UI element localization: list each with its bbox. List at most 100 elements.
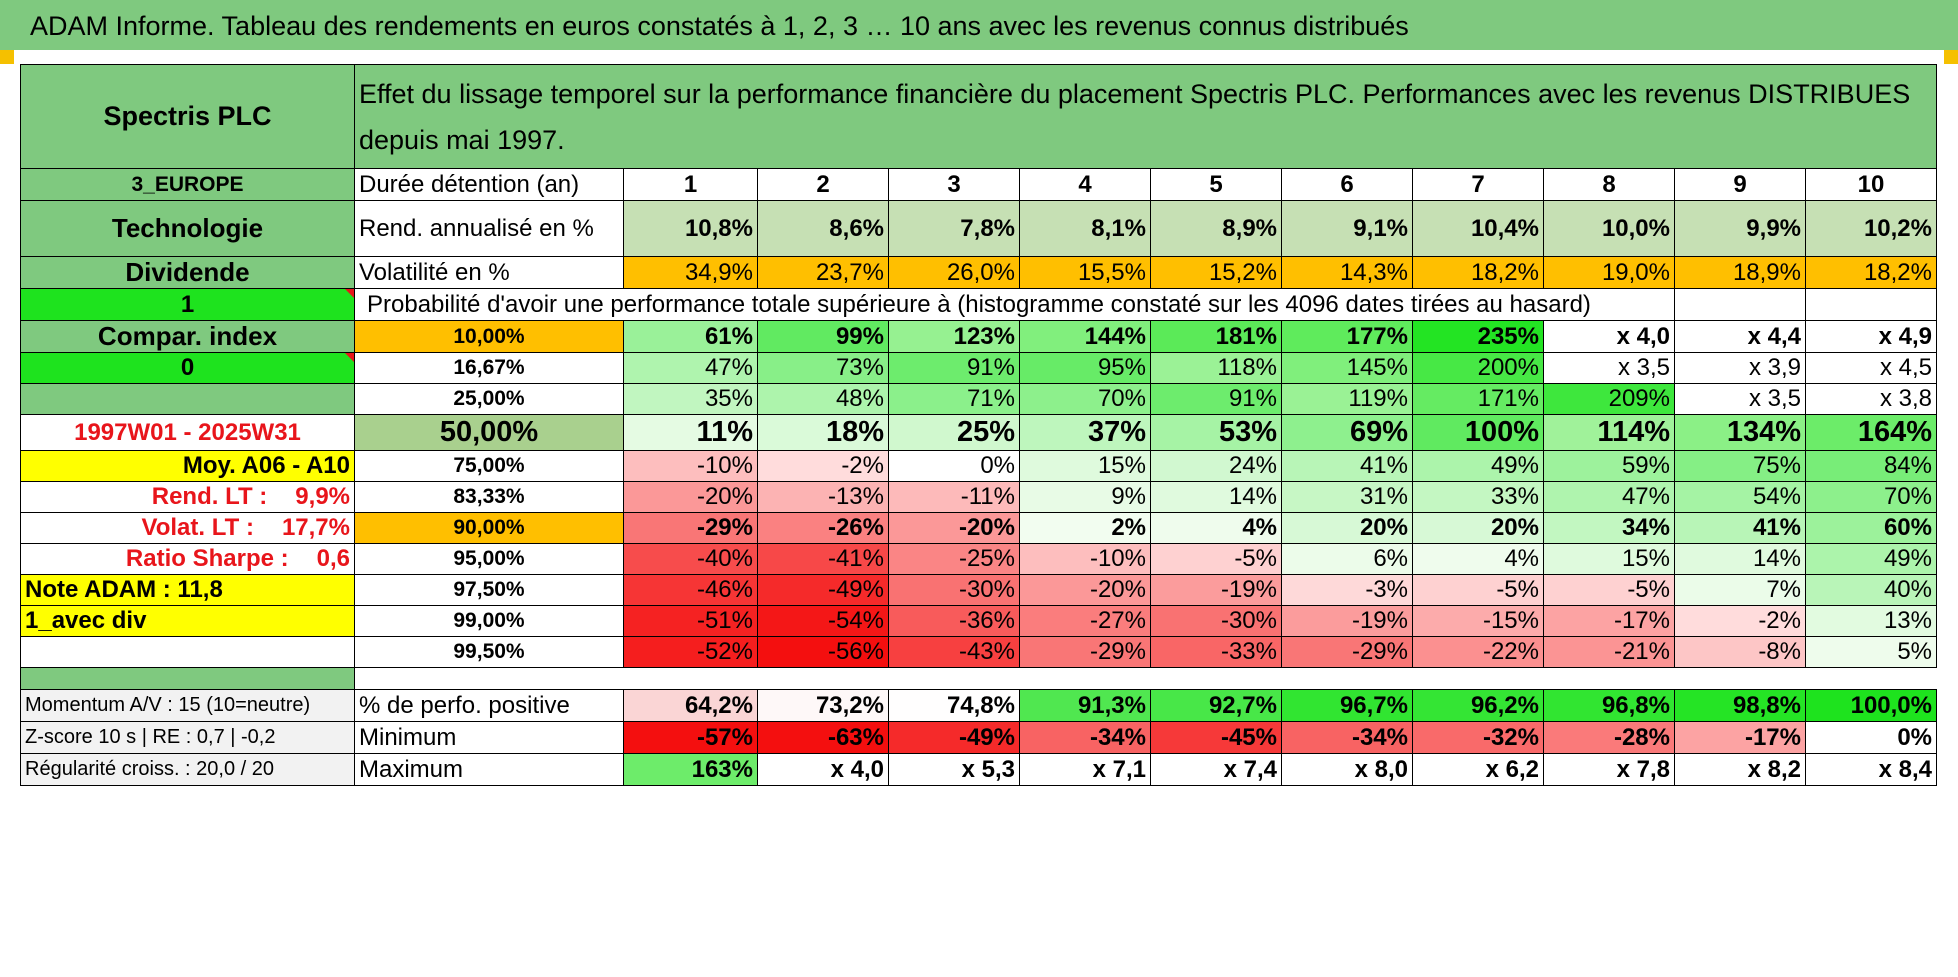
probability-value: x 4,4 bbox=[1674, 320, 1806, 353]
duration-header: 4 bbox=[1019, 168, 1151, 201]
probability-value: 69% bbox=[1281, 414, 1413, 451]
probability-value: 41% bbox=[1674, 512, 1806, 544]
probability-value: -5% bbox=[1543, 574, 1675, 606]
probability-value: 70% bbox=[1805, 481, 1937, 513]
probability-row: Note ADAM : 11,8 97,50% -46% -49% -30% -20% -1… bbox=[20, 574, 1937, 606]
sharpe-ratio: Ratio Sharpe : 0,6 bbox=[20, 543, 355, 575]
probability-value: -56% bbox=[757, 636, 889, 668]
probability-value: -2% bbox=[1674, 605, 1806, 637]
probability-value: -46% bbox=[623, 574, 758, 606]
probability-value: 20% bbox=[1412, 512, 1544, 544]
vol-value: 23,7% bbox=[757, 256, 889, 289]
footer-value: x 7,8 bbox=[1543, 753, 1675, 786]
volat-lt-label: Volat. LT : bbox=[141, 514, 254, 541]
probability-threshold: 99,50% bbox=[354, 636, 624, 668]
vol-value: 18,2% bbox=[1412, 256, 1544, 289]
probability-row: Volat. LT :17,7% 90,00% -29% -26% -20% 2% 4% 20… bbox=[20, 512, 1937, 544]
probability-value: 34% bbox=[1543, 512, 1675, 544]
probability-value: 144% bbox=[1019, 320, 1151, 353]
probability-value: 73% bbox=[757, 352, 889, 384]
footer-row-label: Minimum bbox=[354, 721, 624, 754]
probability-value: -8% bbox=[1674, 636, 1806, 668]
spacer-row bbox=[20, 667, 1937, 690]
probability-value: 4% bbox=[1412, 543, 1544, 575]
probability-threshold: 16,67% bbox=[354, 352, 624, 384]
rend-value: 10,4% bbox=[1412, 200, 1544, 257]
probability-value: 15% bbox=[1543, 543, 1675, 575]
probability-value: x 4,5 bbox=[1805, 352, 1937, 384]
probability-row: 25,00% 35% 48% 71% 70% 91% 119% 171% 209% x 3,5 x … bbox=[20, 383, 1937, 415]
probability-row: 1_avec div 99,00% -51% -54% -36% -27% -30% -19%… bbox=[20, 605, 1937, 637]
probability-value: 54% bbox=[1674, 481, 1806, 513]
duration-header: 2 bbox=[757, 168, 889, 201]
footer-value: 100,0% bbox=[1805, 689, 1937, 722]
footer-value: x 8,4 bbox=[1805, 753, 1937, 786]
probability-value: 75% bbox=[1674, 450, 1806, 482]
vol-value: 34,9% bbox=[623, 256, 758, 289]
probability-value: 200% bbox=[1412, 352, 1544, 384]
probability-value: -29% bbox=[623, 512, 758, 544]
probability-value: 41% bbox=[1281, 450, 1413, 482]
probability-value: 33% bbox=[1412, 481, 1544, 513]
footer-row: Momentum A/V : 15 (10=neutre)% de perfo.… bbox=[20, 689, 1937, 722]
probability-value: x 4,0 bbox=[1543, 320, 1675, 353]
company-name: Spectris PLC bbox=[20, 64, 355, 169]
probability-value: -26% bbox=[757, 512, 889, 544]
probability-value: 47% bbox=[623, 352, 758, 384]
probability-value: -43% bbox=[888, 636, 1020, 668]
probability-row: Rend. LT : 9,9% 83,33% -20% -13% -11% 9% 14% 31%… bbox=[20, 481, 1937, 513]
duration-header: 1 bbox=[623, 168, 758, 201]
footer-value: x 7,4 bbox=[1150, 753, 1282, 786]
footer-value: -34% bbox=[1019, 721, 1151, 754]
probability-value: x 3,5 bbox=[1543, 352, 1675, 384]
footer-value: 92,7% bbox=[1150, 689, 1282, 722]
probability-value: -5% bbox=[1150, 543, 1282, 575]
probability-value: -2% bbox=[757, 450, 889, 482]
probability-row: 0 16,67% 47% 73% 91% 95% 118% 145% 200% x 3,5 x 3,… bbox=[20, 352, 1937, 384]
probability-value: -52% bbox=[623, 636, 758, 668]
probability-value: -20% bbox=[888, 512, 1020, 544]
footer-value: x 7,1 bbox=[1019, 753, 1151, 786]
probability-value: 37% bbox=[1019, 414, 1151, 451]
probability-row: 1997W01 - 2025W31 50,00% 11% 18% 25% 37% 53% 69… bbox=[20, 414, 1937, 451]
rend-label: Rend. annualisé en % bbox=[354, 200, 624, 257]
probability-value: 59% bbox=[1543, 450, 1675, 482]
probability-value: 13% bbox=[1805, 605, 1937, 637]
rend-value: 7,8% bbox=[888, 200, 1020, 257]
probability-value: 84% bbox=[1805, 450, 1937, 482]
probability-value: -20% bbox=[1019, 574, 1151, 606]
probability-value: 164% bbox=[1805, 414, 1937, 451]
footer-value: x 4,0 bbox=[757, 753, 889, 786]
duration-header: 7 bbox=[1412, 168, 1544, 201]
volat-lt: Volat. LT : 17,7% bbox=[20, 512, 355, 544]
footer-row: Régularité croiss. : 20,0 / 20 Maximum 163… bbox=[20, 753, 1937, 786]
table-description: Effet du lissage temporel sur la perform… bbox=[354, 64, 1937, 169]
vol-value: 19,0% bbox=[1543, 256, 1675, 289]
probability-value: 24% bbox=[1150, 450, 1282, 482]
probability-value: x 4,9 bbox=[1805, 320, 1937, 353]
performance-table: Spectris PLC Effet du lissage temporel su… bbox=[20, 64, 1937, 786]
probability-value: x 3,9 bbox=[1674, 352, 1806, 384]
probability-value: 0% bbox=[888, 450, 1020, 482]
flag-value-1: 1 bbox=[20, 288, 355, 321]
probability-threshold: 83,33% bbox=[354, 481, 624, 513]
probability-value: 31% bbox=[1281, 481, 1413, 513]
probability-title: Probabilité d'avoir une performance tota… bbox=[354, 288, 1675, 321]
probability-value: 61% bbox=[623, 320, 758, 353]
probability-value: 171% bbox=[1412, 383, 1544, 415]
probability-value: 18% bbox=[757, 414, 889, 451]
probability-value: -33% bbox=[1150, 636, 1282, 668]
probability-value: x 3,5 bbox=[1674, 383, 1806, 415]
corner-marker-right bbox=[1944, 50, 1958, 64]
volat-lt-value: 17,7% bbox=[281, 514, 350, 541]
probability-value: 145% bbox=[1281, 352, 1413, 384]
probability-threshold: 10,00% bbox=[354, 320, 624, 353]
probability-value: 70% bbox=[1019, 383, 1151, 415]
probability-threshold: 97,50% bbox=[354, 574, 624, 606]
probability-value: -29% bbox=[1281, 636, 1413, 668]
sharpe-ratio-label: Ratio Sharpe : bbox=[125, 545, 289, 572]
footer-value: x 8,2 bbox=[1674, 753, 1806, 786]
empty-left-cell bbox=[20, 636, 355, 668]
rend-value: 9,1% bbox=[1281, 200, 1413, 257]
region-label: 3_EUROPE bbox=[20, 168, 355, 201]
